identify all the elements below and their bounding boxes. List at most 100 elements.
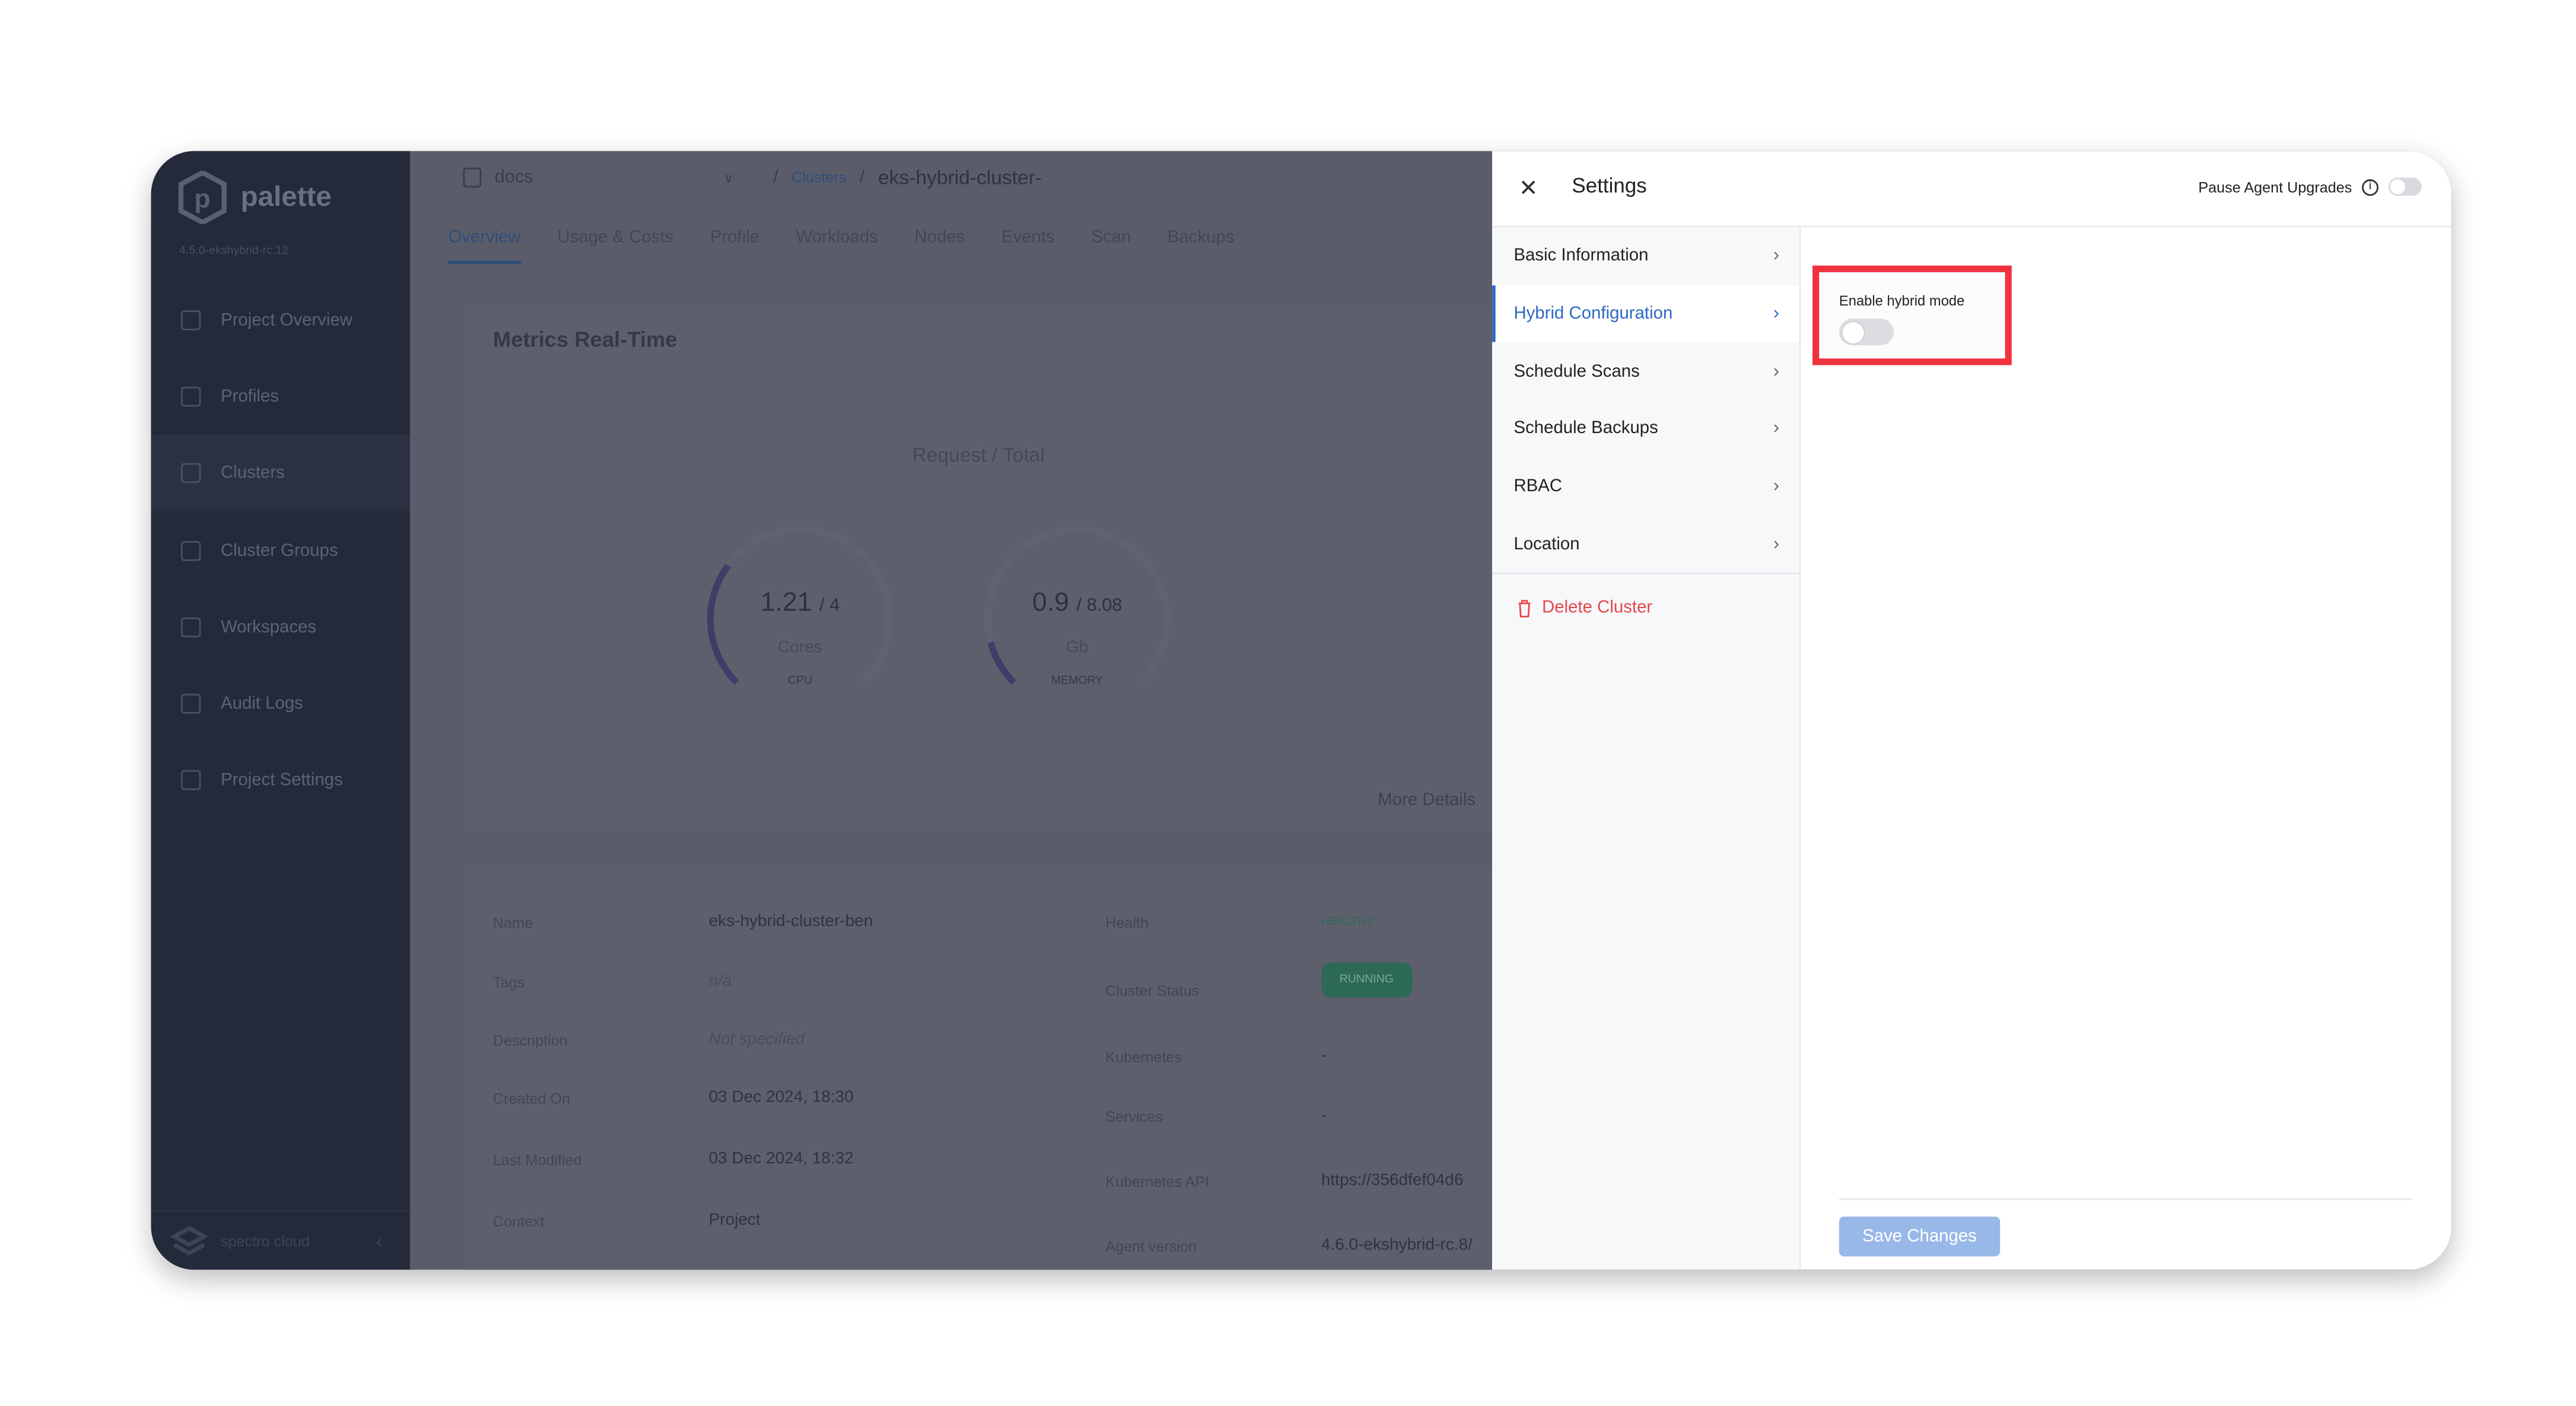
- detail-label: Kubernetes API: [1105, 1173, 1210, 1190]
- tab-events[interactable]: Events: [1001, 227, 1055, 247]
- sidebar-item-project-settings[interactable]: Project Settings: [151, 742, 410, 819]
- memory-gauge-track: [984, 526, 1171, 685]
- detail-label: Tags: [492, 974, 525, 991]
- detail-value: 03 Dec 2024, 18:32: [708, 1150, 854, 1169]
- pause-agent-upgrades-toggle[interactable]: [2388, 177, 2422, 196]
- detail-label: Health: [1105, 914, 1149, 931]
- hybrid-configuration-panel: Enable hybrid mode Save Changes: [1801, 227, 2452, 1270]
- project-selector[interactable]: docs: [494, 167, 533, 188]
- tab-workloads[interactable]: Workloads: [796, 227, 878, 247]
- sidebar-item-label: Cluster Groups: [221, 540, 338, 561]
- settings-menu-location[interactable]: Location ›: [1513, 534, 1780, 554]
- trash-icon: [1518, 599, 1531, 617]
- settings-menu-basic-information[interactable]: Basic Information ›: [1513, 246, 1780, 266]
- settings-menu-schedule-backups[interactable]: Schedule Backups ›: [1513, 419, 1780, 439]
- sidebar-item-label: Audit Logs: [221, 694, 303, 714]
- detail-value: Not specified: [708, 1030, 805, 1049]
- save-changes-button[interactable]: Save Changes: [1839, 1216, 2001, 1257]
- breadcrumb: docs ∨ / Clusters / eks-hybrid-cluster-: [463, 166, 1042, 189]
- detail-value: -: [1321, 1107, 1327, 1125]
- pause-agent-upgrades: Pause Agent Upgrades i: [2198, 177, 2422, 196]
- more-details-link[interactable]: More Details: [1378, 790, 1476, 810]
- gear-icon: [180, 770, 201, 791]
- chevron-right-icon: ›: [1773, 361, 1780, 381]
- tab-backups[interactable]: Backups: [1167, 227, 1235, 247]
- project-icon: [463, 167, 482, 188]
- metrics-title: Metrics Real-Time: [492, 327, 678, 352]
- chevron-right-icon: ›: [1773, 419, 1780, 439]
- cpu-label: CPU: [787, 675, 813, 688]
- sidebar-item-clusters[interactable]: Clusters: [151, 435, 411, 512]
- tab-usage-costs[interactable]: Usage & Costs: [557, 227, 674, 247]
- tab-scan[interactable]: Scan: [1091, 227, 1131, 247]
- health-badge: HEALTHY: [1321, 916, 1374, 928]
- detail-label: Agent version: [1105, 1238, 1197, 1255]
- cpu-gauge-fill: [707, 563, 739, 685]
- tab-overview[interactable]: Overview: [448, 227, 521, 264]
- settings-drawer: ✕ Settings Pause Agent Upgrades i Basic …: [1492, 151, 2452, 1270]
- palette-logo-icon: p: [178, 171, 227, 224]
- collapse-sidebar-button[interactable]: ‹: [376, 1229, 383, 1252]
- sidebar-item-label: Workspaces: [221, 617, 317, 637]
- version-label: 4.5.0-ekshybrid-rc.12: [179, 246, 289, 257]
- sidebar-footer: spectro cloud ‹: [151, 1210, 411, 1270]
- memory-gauge-fill: [987, 641, 1016, 685]
- sidebar-item-label: Project Overview: [221, 310, 353, 330]
- info-icon[interactable]: i: [2362, 178, 2379, 195]
- cpu-value: 1.21: [760, 589, 812, 618]
- cpu-total: / 4: [819, 596, 840, 616]
- settings-header: ✕ Settings Pause Agent Upgrades i: [1492, 151, 2452, 228]
- hybrid-mode-highlight: Enable hybrid mode: [1812, 265, 2012, 365]
- enable-hybrid-mode-label: Enable hybrid mode: [1839, 292, 1965, 309]
- sidebar-item-profiles[interactable]: Profiles: [151, 359, 410, 435]
- delete-cluster-button[interactable]: Delete Cluster: [1492, 574, 1799, 618]
- app-window: p palette 4.5.0-ekshybrid-rc.12 Project …: [151, 151, 2452, 1270]
- detail-label: Name: [492, 914, 533, 931]
- tab-nodes[interactable]: Nodes: [914, 227, 965, 247]
- close-icon[interactable]: ✕: [1518, 174, 1538, 201]
- chart-icon: [180, 310, 201, 330]
- memory-gauge-arc: [984, 526, 1171, 685]
- palette-logo: p palette: [177, 171, 332, 224]
- divider: [1492, 572, 1799, 575]
- detail-value: 03 Dec 2024, 18:30: [708, 1089, 854, 1108]
- breadcrumb-clusters[interactable]: Clusters: [791, 169, 847, 186]
- memory-gauge: 0.9 / 8.08 Gb MEMORY: [978, 523, 1177, 705]
- detail-value: -: [1321, 1047, 1327, 1066]
- metrics-card: Metrics Real-Time Request / Total 1.21 /…: [465, 303, 1493, 832]
- detail-label: Context: [492, 1213, 545, 1230]
- detail-label: Last Modified: [492, 1151, 582, 1169]
- tab-bar: Overview Usage & Costs Profile Workloads Nod…: [448, 227, 1235, 264]
- chevron-right-icon: ›: [1773, 476, 1780, 497]
- cluster-overview: docs ∨ / Clusters / eks-hybrid-cluster- …: [410, 151, 1493, 1270]
- database-icon: [180, 387, 201, 407]
- detail-label: Kubernetes: [1105, 1049, 1182, 1066]
- memory-unit: Gb: [1066, 639, 1089, 657]
- sidebar-item-audit-logs[interactable]: Audit Logs: [151, 666, 410, 742]
- detail-label: Description: [492, 1032, 568, 1049]
- detail-label: Cluster Status: [1105, 982, 1200, 1000]
- sidebar-item-label: Project Settings: [221, 770, 343, 791]
- settings-menu: Basic Information › Hybrid Configuration › S…: [1492, 227, 1801, 1270]
- settings-title: Settings: [1572, 174, 1647, 198]
- network-icon: [180, 540, 201, 561]
- sidebar-item-project-overview[interactable]: Project Overview: [151, 282, 410, 359]
- tab-profile[interactable]: Profile: [710, 227, 760, 247]
- detail-label: Created On: [492, 1090, 571, 1108]
- memory-value: 0.9: [1032, 589, 1070, 618]
- settings-menu-hybrid-configuration[interactable]: Hybrid Configuration ›: [1492, 285, 1799, 343]
- chevron-right-icon: ›: [1773, 246, 1780, 266]
- settings-menu-schedule-scans[interactable]: Schedule Scans ›: [1513, 361, 1780, 381]
- detail-value: https://356dfef04d6: [1321, 1172, 1464, 1190]
- list-icon: [180, 463, 201, 484]
- sidebar: p palette 4.5.0-ekshybrid-rc.12 Project …: [151, 151, 411, 1270]
- detail-label: Services: [1105, 1108, 1163, 1125]
- detail-value: 4.6.0-ekshybrid-rc.8/: [1321, 1236, 1473, 1255]
- chevron-right-icon: ›: [1773, 534, 1780, 554]
- cpu-gauge-arc: [707, 526, 893, 685]
- enable-hybrid-mode-toggle[interactable]: [1839, 319, 1894, 345]
- sidebar-item-cluster-groups[interactable]: Cluster Groups: [151, 512, 410, 589]
- settings-menu-rbac[interactable]: RBAC ›: [1513, 476, 1780, 497]
- details-card: Name eks-hybrid-cluster-ben Tags n/a Descrip…: [465, 864, 1493, 1270]
- sidebar-item-workspaces[interactable]: Workspaces: [151, 589, 410, 666]
